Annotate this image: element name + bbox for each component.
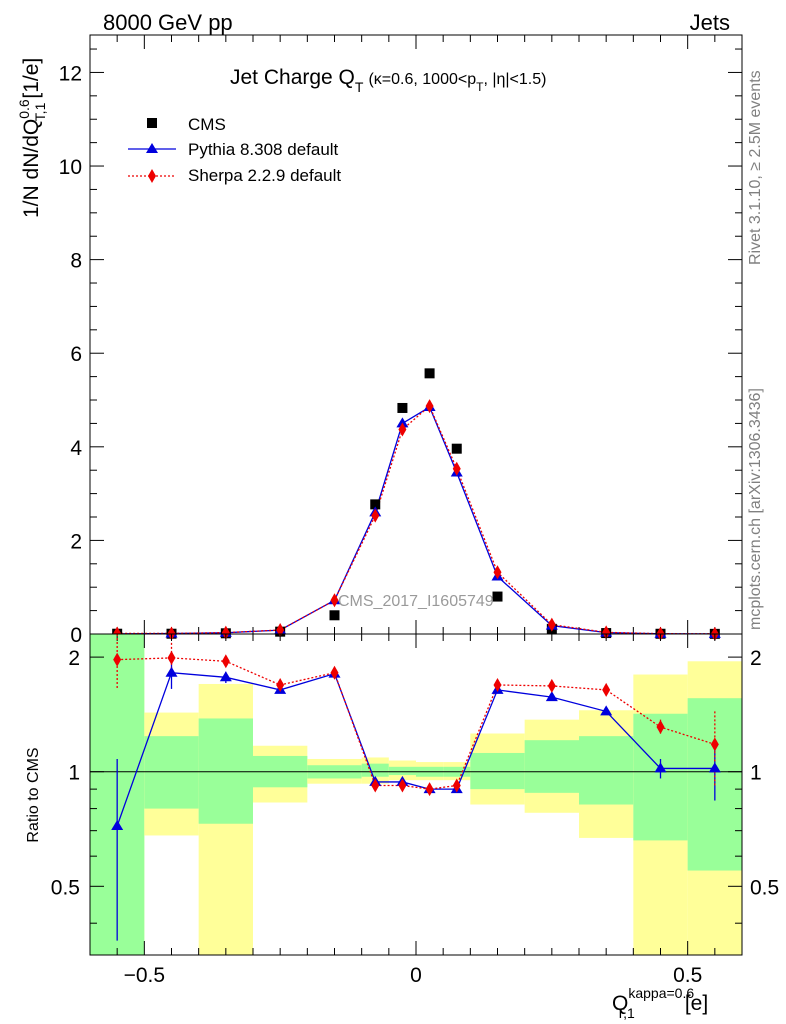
pythia-ratio-point — [600, 705, 613, 716]
ratio-y-tick-label: 1 — [68, 762, 80, 785]
inner-band — [361, 763, 389, 777]
legend-pythia-label: Pythia 8.308 default — [188, 140, 339, 159]
rivet-label: Rivet 3.1.10, ≥ 2.5M events — [747, 70, 764, 265]
sherpa-ratio-point — [113, 652, 122, 667]
sherpa-ratio-point — [221, 654, 230, 669]
y-tick-label: 0 — [70, 624, 82, 647]
y-tick-label: 4 — [70, 437, 82, 460]
y-tick-label: 8 — [70, 250, 82, 273]
sherpa-ratio-point — [425, 782, 434, 797]
sherpa-ratio-point — [371, 778, 380, 793]
sherpa-point — [371, 508, 380, 523]
main-axis-ticks: 0 2 4 6 8 10 12 — [59, 35, 743, 647]
ratio-y-tick-label: 2 — [68, 647, 80, 670]
cms-point — [397, 402, 408, 413]
pythia-ratio-point — [111, 820, 124, 831]
main-panel: 0 2 4 6 8 10 12 Jet Charge QT (κ=0.6, 1000<pT, … — [16, 34, 743, 647]
y-tick-label: 12 — [59, 62, 82, 85]
ratio-y-tick-label-right: 2 — [750, 647, 762, 670]
pythia-ratio-point — [654, 762, 667, 773]
sherpa-ratio-point — [602, 682, 611, 697]
chart-title: Jet Charge QT (κ=0.6, 1000<pT, |η|<1.5) — [230, 66, 546, 95]
legend-sherpa-marker — [148, 169, 156, 183]
pythia-point — [396, 417, 409, 428]
inner-band — [198, 718, 253, 824]
sherpa-point — [425, 399, 434, 414]
sherpa-point — [452, 461, 461, 476]
sherpa-point — [398, 422, 407, 437]
sherpa-ratio-point — [330, 665, 339, 680]
legend-pythia-marker — [146, 143, 158, 153]
legend-sherpa-label: Sherpa 2.2.9 default — [188, 166, 341, 185]
inner-band — [144, 736, 199, 809]
pythia-ratio-point — [708, 762, 721, 773]
cms-point — [424, 368, 435, 379]
x-axis-label: Qkappa=0.6 T,1 [e] — [612, 985, 708, 1021]
sherpa-ratio-point — [656, 720, 665, 735]
mcplots-label: mcplots.cern.ch [arXiv:1306.3436] — [747, 388, 764, 630]
cms-point — [370, 499, 381, 510]
x-tick-label: 0 — [410, 964, 422, 987]
ratio-y-tick-label-right: 1 — [750, 762, 762, 785]
cms-point — [451, 443, 462, 454]
main-ylabel: 1/N dN/dQ0.6T,1[1/e] — [16, 58, 48, 218]
cms-point — [492, 591, 503, 602]
ratio-bands — [90, 634, 742, 955]
pythia-ratio-point — [165, 666, 178, 677]
sherpa-point — [547, 617, 556, 632]
sherpa-line — [117, 405, 715, 635]
ratio-frame — [89, 633, 743, 956]
sherpa-ratio-point — [452, 778, 461, 793]
sherpa-ratio-point — [167, 650, 176, 665]
sherpa-ratio-point — [547, 678, 556, 693]
inner-band — [388, 766, 416, 776]
legend: CMS Pythia 8.308 default Sherpa 2.2.9 de… — [128, 115, 341, 185]
ratio-ylabel: Ratio to CMS — [25, 747, 42, 842]
watermark: CMS_2017_I1605749 — [338, 593, 494, 610]
ratio-panel: 0.5 0.5 1 1 2 2 −0.5 0 0.5 Ratio to CMS Qkappa=0… — [25, 633, 779, 1021]
inner-band — [470, 752, 525, 790]
sherpa-ratio-point — [710, 737, 719, 752]
header-right: Jets — [690, 10, 730, 35]
y-tick-label: 10 — [59, 156, 82, 179]
inner-band — [524, 740, 579, 793]
x-tick-label: 0.5 — [673, 964, 702, 987]
ratio-series — [111, 634, 721, 941]
sherpa-point — [602, 625, 611, 640]
ratio-y-tick-label-right: 0.5 — [750, 876, 779, 899]
header-left: 8000 GeV pp — [103, 10, 233, 35]
x-tick-label: −0.5 — [124, 964, 165, 987]
sherpa-ratio-line — [117, 657, 716, 790]
sherpa-ratio-point — [276, 677, 285, 692]
sherpa-point — [221, 625, 230, 640]
pythia-ratio-line — [116, 672, 715, 827]
y-tick-label: 6 — [70, 343, 82, 366]
sherpa-ratio-point — [398, 778, 407, 793]
sherpa-point — [167, 626, 176, 641]
inner-band — [579, 736, 634, 805]
pythia-ratio-point — [219, 671, 232, 682]
sherpa-ratio-point — [493, 677, 502, 692]
side-labels: Rivet 3.1.10, ≥ 2.5M events mcplots.cern… — [747, 70, 764, 630]
pythia-ratio-point — [545, 691, 558, 702]
ratio-axis-ticks: 0.5 0.5 1 1 2 2 −0.5 0 0.5 — [51, 634, 779, 987]
ratio-y-tick-label: 0.5 — [51, 876, 80, 899]
legend-cms-marker — [147, 118, 157, 128]
y-tick-label: 2 — [70, 530, 82, 553]
sherpa-point — [493, 565, 502, 580]
sherpa-point — [330, 593, 339, 608]
cms-point — [329, 610, 340, 621]
legend-cms-label: CMS — [188, 115, 226, 134]
